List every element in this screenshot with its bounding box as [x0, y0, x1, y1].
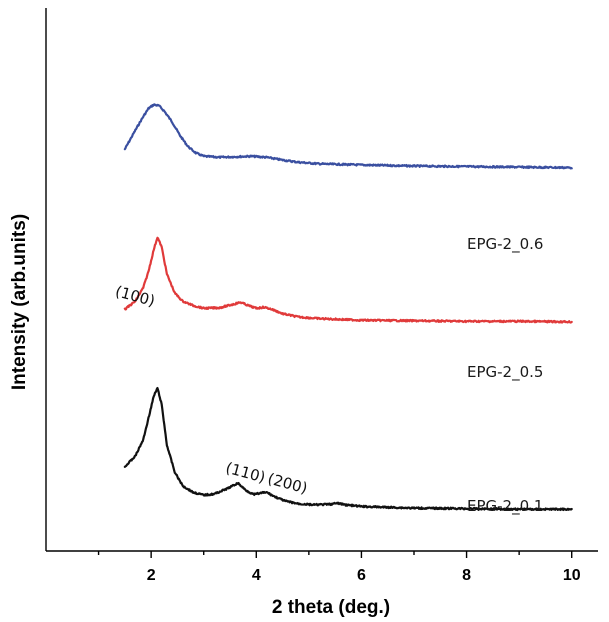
x-tick-label-6: 6: [357, 567, 366, 584]
series-line-1: [123, 236, 573, 324]
y-axis-title: Intensity (arb.units): [9, 214, 30, 390]
x-tick-label-8: 8: [462, 567, 471, 584]
peak-annotation-0: (100): [113, 282, 157, 310]
series-labels: EPG-2_0.6 EPG-2_0.5 EPG-2_0.1: [467, 235, 543, 516]
series-label-1: EPG-2_0.5: [467, 363, 543, 382]
peak-annotation-1: (110): [224, 459, 268, 487]
x-tick-label-10: 10: [563, 567, 581, 584]
series-label-0: EPG-2_0.6: [467, 235, 543, 254]
series-line-0: [123, 103, 573, 170]
series-label-2: EPG-2_0.1: [467, 497, 543, 516]
x-tick-label-2: 2: [147, 567, 156, 584]
x-axis-title: 2 theta (deg.): [272, 597, 390, 618]
x-tick-label-4: 4: [252, 567, 261, 584]
peak-annotations: (100) (110)(200): [113, 282, 309, 497]
series-group: [123, 103, 573, 512]
series-line-2: [123, 386, 573, 512]
peak-annotation-2: (200): [266, 470, 310, 498]
x-ticks: 2 4 6 8 10: [97, 551, 581, 584]
